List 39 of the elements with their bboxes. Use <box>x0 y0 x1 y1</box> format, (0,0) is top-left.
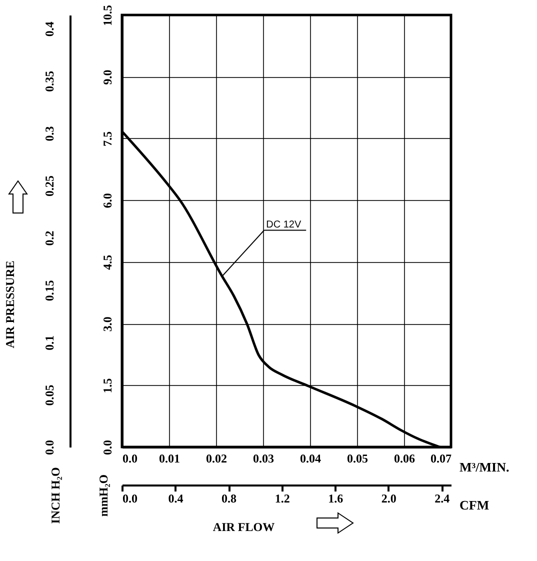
x2-tick-label: 0.4 <box>168 492 184 506</box>
y-tick-label: 10.5 <box>100 5 114 26</box>
y-tick-label: 7.5 <box>100 131 114 146</box>
y-tick-label: 9.0 <box>100 70 114 85</box>
y2-tick-label: 0.35 <box>42 70 56 92</box>
x2-tick-label: 2.4 <box>434 492 450 506</box>
x2-axis-title: CFM <box>460 498 490 512</box>
x2-tick-label: 1.2 <box>274 492 290 506</box>
x-tick-label: 0.07 <box>430 452 452 466</box>
y2-tick-label: 0.0 <box>42 440 56 455</box>
text: AIR PRESSURE <box>3 260 17 348</box>
x-tick-label: 0.05 <box>347 452 368 466</box>
x-tick-label: 0.02 <box>206 452 227 466</box>
y-axis-title: mmH₂O <box>96 474 110 517</box>
x-tick-label: 0.03 <box>253 452 274 466</box>
x-tick-label: 0.04 <box>300 452 321 466</box>
y-tick-label: 0.0 <box>100 440 114 455</box>
x2-tick-label: 1.6 <box>328 492 344 506</box>
x-tick-label: 0.06 <box>394 452 415 466</box>
y2-tick-label: 0.1 <box>42 335 56 350</box>
y-tick-label: 4.5 <box>100 254 114 270</box>
x2-tick-label: 0.8 <box>222 492 237 506</box>
x2-tick-label: 0.0 <box>122 492 138 506</box>
y2-tick-label: 0.25 <box>42 176 56 196</box>
x-tick-label: 0.0 <box>122 452 138 466</box>
y2-axis-title: INCH H₂O <box>48 467 62 524</box>
text: AIR FLOW <box>212 520 275 534</box>
y-tick-label: 6.0 <box>100 193 114 208</box>
y-tick-label: 1.5 <box>100 378 114 394</box>
y2-tick-label: 0.4 <box>42 22 56 37</box>
x-tick-label: 0.01 <box>159 452 180 466</box>
x2-tick-label: 2.0 <box>381 492 396 506</box>
y-tick-label: 3.0 <box>100 316 114 332</box>
y2-tick-label: 0.05 <box>42 384 56 406</box>
x-axis-title: M³/MIN. <box>460 460 510 474</box>
y2-tick-label: 0.3 <box>42 126 56 142</box>
y2-tick-label: 0.2 <box>42 230 56 246</box>
y2-tick-label: 0.15 <box>42 280 56 302</box>
text: DC 12V <box>266 219 302 230</box>
